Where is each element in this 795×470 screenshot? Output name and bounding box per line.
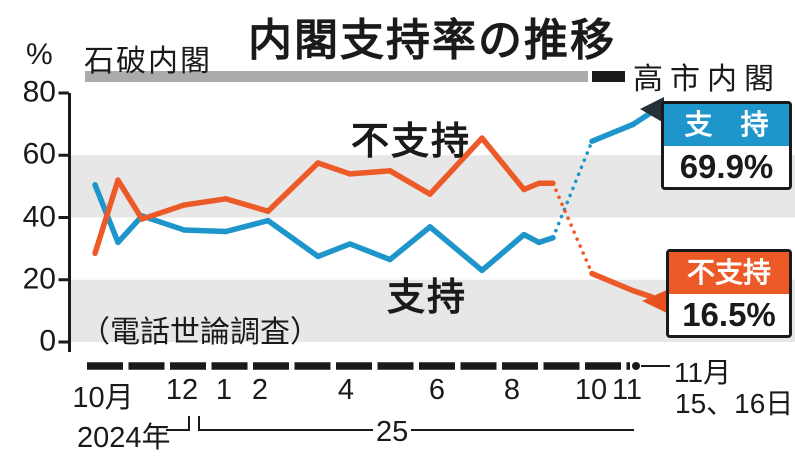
series-segment-支持 — [387, 224, 433, 263]
series-segment-不支持 — [265, 160, 321, 215]
x-month-label: 12 — [165, 374, 199, 406]
takaichi-era-label: 高市内閣 — [633, 63, 781, 96]
y-axis-ticks — [58, 91, 69, 344]
x-month-label: 2 — [251, 374, 269, 406]
survey-method-note: （電話世論調査） — [80, 316, 320, 349]
page-title: 内閣支持率の推移 — [248, 16, 616, 65]
series-segment-不支持 — [315, 160, 353, 177]
disapprove-callout-pointer — [642, 289, 669, 314]
series-segment-支持 — [427, 224, 485, 274]
support-series-label: 支持 — [387, 277, 468, 319]
year-2025-label: 25 — [376, 416, 409, 448]
series-segment-支持 — [536, 234, 556, 246]
series-segment-支持 — [223, 217, 271, 235]
y-tick-label: 40 — [22, 199, 56, 233]
support-callout: 支 持 69.9% — [661, 101, 792, 190]
series-segment-不支持 — [347, 168, 393, 177]
year-bracket-lines — [166, 416, 634, 431]
series-segment-不支持 — [223, 196, 271, 215]
series-segment-不支持 — [139, 202, 187, 222]
support-callout-title: 支 持 — [664, 104, 789, 146]
y-axis-unit-label: % — [26, 38, 53, 71]
series-segment-支持 — [315, 241, 353, 260]
timeline-end-dot — [632, 362, 640, 370]
series-leadout-不支持 — [630, 287, 655, 300]
disapprove-callout: 不支持 16.5% — [666, 249, 792, 338]
takaichi-era-bar — [592, 71, 625, 82]
y-tick-label: 60 — [22, 137, 56, 171]
latest-survey-month-label: 11月 — [674, 357, 732, 388]
series-segment-支持 — [265, 217, 321, 260]
series-segment-支持 — [589, 121, 636, 144]
y-tick-label: 0 — [39, 324, 56, 358]
disapprove-series-label: 不支持 — [351, 121, 472, 163]
x-month-label: 6 — [428, 374, 446, 406]
year-2024-label: 2024年 — [77, 422, 171, 454]
series-segment-支持 — [181, 227, 229, 235]
support-callout-value: 69.9% — [664, 146, 789, 187]
ishiba-era-bar — [85, 71, 588, 82]
chart-series — [92, 111, 655, 300]
series-leadout-支持 — [630, 111, 652, 128]
series-segment-不支持 — [387, 168, 433, 197]
x-month-label: 10月 — [72, 382, 134, 414]
y-tick-label: 80 — [22, 75, 56, 109]
x-month-label: 8 — [503, 374, 521, 406]
series-segment-不支持 — [589, 270, 636, 294]
ishiba-era-label: 石破内閣 — [84, 45, 212, 78]
series-segment-支持 — [521, 231, 542, 246]
disapprove-callout-title: 不支持 — [669, 252, 789, 294]
x-month-label: 1 — [215, 374, 233, 406]
series-segment-支持 — [115, 213, 145, 246]
series-segment-支持 — [551, 139, 594, 240]
series-segment-支持 — [479, 231, 527, 274]
series-segment-不支持 — [115, 177, 145, 222]
series-segment-支持 — [347, 241, 393, 263]
x-month-label: 11 — [611, 374, 643, 406]
y-tick-label: 20 — [22, 262, 56, 296]
x-month-label: 4 — [337, 374, 355, 406]
latest-survey-days-label: 15、16日 — [675, 388, 794, 419]
series-segment-不支持 — [479, 135, 527, 193]
support-callout-pointer — [640, 97, 664, 123]
series-segment-不支持 — [427, 135, 485, 197]
series-segment-不支持 — [551, 181, 594, 276]
x-month-label: 10 — [574, 374, 608, 406]
series-segment-不支持 — [92, 177, 121, 257]
series-segment-不支持 — [181, 196, 229, 208]
disapprove-callout-value: 16.5% — [669, 294, 789, 335]
